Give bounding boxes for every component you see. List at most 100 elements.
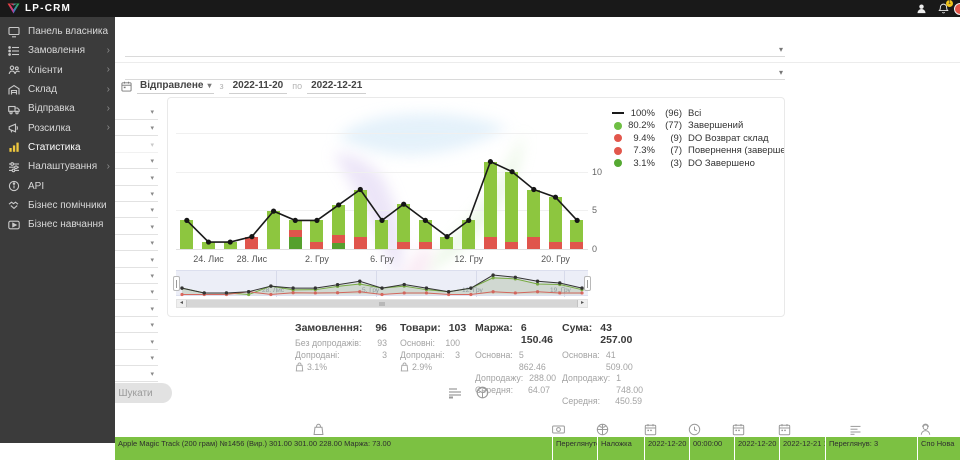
sidebar-item-nalashtuvannia[interactable]: Налаштування ›	[0, 157, 115, 176]
stacked-bar-1[interactable]	[202, 242, 215, 249]
navigator-handle-left[interactable]	[173, 276, 180, 291]
side-filter-select-10[interactable]: ▾	[115, 252, 158, 268]
stacked-bar-13[interactable]	[462, 220, 476, 249]
bar-segment-green	[332, 204, 346, 236]
banknote-icon[interactable]	[552, 423, 565, 436]
list-view-toggle-icon[interactable]	[448, 386, 462, 399]
stat-subvalue: 3	[455, 349, 460, 360]
scroll-right-icon[interactable]: ▸	[580, 300, 584, 306]
top-filter-select-1[interactable]: ▾	[125, 42, 785, 57]
bar-slot	[328, 104, 350, 249]
legend-percent: 100%	[630, 107, 655, 119]
stacked-bar-14[interactable]	[483, 161, 497, 249]
calendar-icon[interactable]	[644, 423, 657, 436]
stacked-bar-5[interactable]	[288, 220, 302, 249]
bag-icon[interactable]	[312, 423, 325, 436]
side-filter-select-7[interactable]: ▾	[115, 202, 158, 219]
calendar-icon[interactable]	[778, 423, 791, 436]
profile-icon[interactable]	[916, 3, 927, 14]
stacked-bar-4[interactable]	[267, 211, 281, 249]
side-filter-select-15[interactable]: ▾	[115, 334, 158, 350]
account-status-icon[interactable]	[954, 3, 960, 15]
side-filter-select-14[interactable]: ▾	[115, 317, 158, 334]
bar-slot	[198, 104, 220, 249]
side-filter-select-16[interactable]: ▾	[115, 350, 158, 366]
bar-slot	[414, 104, 436, 249]
package-icon[interactable]	[596, 423, 609, 436]
side-filter-select-6[interactable]: ▾	[115, 186, 158, 202]
stacked-bar-12[interactable]	[440, 236, 454, 249]
navigator-handle-right[interactable]	[584, 276, 591, 291]
y-axis-tick: 5	[592, 205, 598, 216]
sidebar-item-vidpravka[interactable]: Відправка ›	[0, 99, 115, 118]
stacked-bar-3[interactable]	[245, 236, 259, 249]
stacked-bar-10[interactable]	[397, 204, 411, 249]
legend-percent: 3.1%	[633, 157, 655, 169]
sidebar-item-biznes-navchannia[interactable]: Бізнес навчання	[0, 215, 115, 234]
report-icon[interactable]	[849, 423, 862, 436]
stat-subrow: Допродані: 3	[400, 350, 460, 362]
dot-swatch	[611, 134, 625, 143]
side-filter-select-11[interactable]: ▾	[115, 268, 158, 284]
chevron-down-icon: ▾	[150, 371, 154, 379]
side-filter-select-1[interactable]: ▾	[115, 104, 158, 120]
chart-scrollbar[interactable]: ◂ ▸	[176, 299, 588, 308]
chart-navigator[interactable]: 28. Лис 5. Гру 12. Гру 19. Гру	[173, 270, 591, 297]
date-from-input[interactable]: 2022-11-20	[228, 79, 288, 94]
legend-item-0[interactable]: 100% (96) Всі	[611, 107, 784, 120]
side-filter-select-9[interactable]: ▾	[115, 235, 158, 252]
date-to-input[interactable]: 2022-12-21	[307, 79, 367, 94]
stacked-bar-16[interactable]	[527, 189, 541, 249]
stacked-bar-15[interactable]	[505, 171, 519, 249]
stacked-bar-17[interactable]	[548, 197, 562, 249]
legend-item-3[interactable]: 7.3% (7) Повернення (завершений)	[611, 145, 784, 158]
top-filter-select-2[interactable]: ▾	[125, 65, 785, 80]
sidebar-item-api[interactable]: API	[0, 176, 115, 195]
legend-item-2[interactable]: 9.4% (9) DO Возврат склад	[611, 132, 784, 145]
date-type-select[interactable]: Відправлене ▾	[137, 79, 215, 94]
sidebar-item-zamovlennia[interactable]: Замовлення ›	[0, 41, 115, 60]
search-button[interactable]: Шукати	[99, 383, 172, 403]
stacked-bar-11[interactable]	[418, 220, 432, 249]
sidebar-item-label: Склад	[28, 84, 57, 96]
sidebar-item-statystyka[interactable]: Статистика	[0, 138, 115, 157]
clock-icon[interactable]	[688, 423, 701, 436]
scrollbar-thumb[interactable]	[186, 300, 578, 307]
side-filter-select-2[interactable]: ▾	[115, 120, 158, 137]
side-filter-select-8[interactable]: ▾	[115, 219, 158, 235]
stat-group-0: Замовлення: 96 Без допродажів: 93 Допродані:…	[295, 322, 387, 372]
side-filter-select-4[interactable]: ▾	[115, 153, 158, 170]
side-filter-select-5[interactable]: ▾	[115, 170, 158, 186]
calendar-icon[interactable]	[732, 423, 745, 436]
dot-swatch	[611, 146, 625, 155]
sidebar-item-sklad[interactable]: Склад ›	[0, 80, 115, 99]
side-filter-select-13[interactable]: ▾	[115, 301, 158, 317]
notifications-bell-icon[interactable]: 1	[938, 0, 953, 15]
stacked-bar-7[interactable]	[332, 204, 346, 249]
dashboard-icon	[8, 26, 21, 38]
product-view-toggle-icon[interactable]	[476, 386, 489, 399]
stat-subrow: Основна: 41 509.00	[562, 350, 642, 373]
stacked-bar-18[interactable]	[570, 220, 584, 249]
scroll-left-icon[interactable]: ◂	[179, 300, 183, 306]
stat-subrow: Без допродажів: 93	[295, 338, 387, 350]
stacked-bar-2[interactable]	[223, 242, 237, 249]
app-logo[interactable]: LP-CRM	[0, 3, 71, 15]
bar-slot	[523, 104, 545, 249]
legend-item-1[interactable]: 80.2% (77) Завершений	[611, 120, 784, 133]
legend-item-4[interactable]: 3.1% (3) DO Завершено	[611, 157, 784, 170]
table-row[interactable]: Apple Magic Track (200 грам) №1456 (Вир.…	[115, 437, 960, 460]
side-filter-select-3[interactable]: ▾	[115, 137, 158, 153]
stacked-bar-9[interactable]	[375, 220, 389, 249]
sidebar-item-panel-vlasnyka[interactable]: Панель власника	[0, 22, 115, 41]
stacked-bar-8[interactable]	[353, 189, 367, 249]
sidebar-item-kliienty[interactable]: Клієнти ›	[0, 61, 115, 80]
sidebar-item-rozsylka[interactable]: Розсилка ›	[0, 118, 115, 137]
date-type-value: Відправлене	[140, 79, 204, 91]
manager-icon[interactable]	[919, 423, 932, 436]
sidebar-item-biznes-pomichnyky[interactable]: Бізнес помічники	[0, 196, 115, 215]
side-filter-select-12[interactable]: ▾	[115, 284, 158, 301]
stacked-bar-0[interactable]	[180, 220, 194, 249]
stacked-bar-6[interactable]	[310, 220, 324, 249]
side-filter-select-17[interactable]: ▾	[115, 366, 158, 383]
